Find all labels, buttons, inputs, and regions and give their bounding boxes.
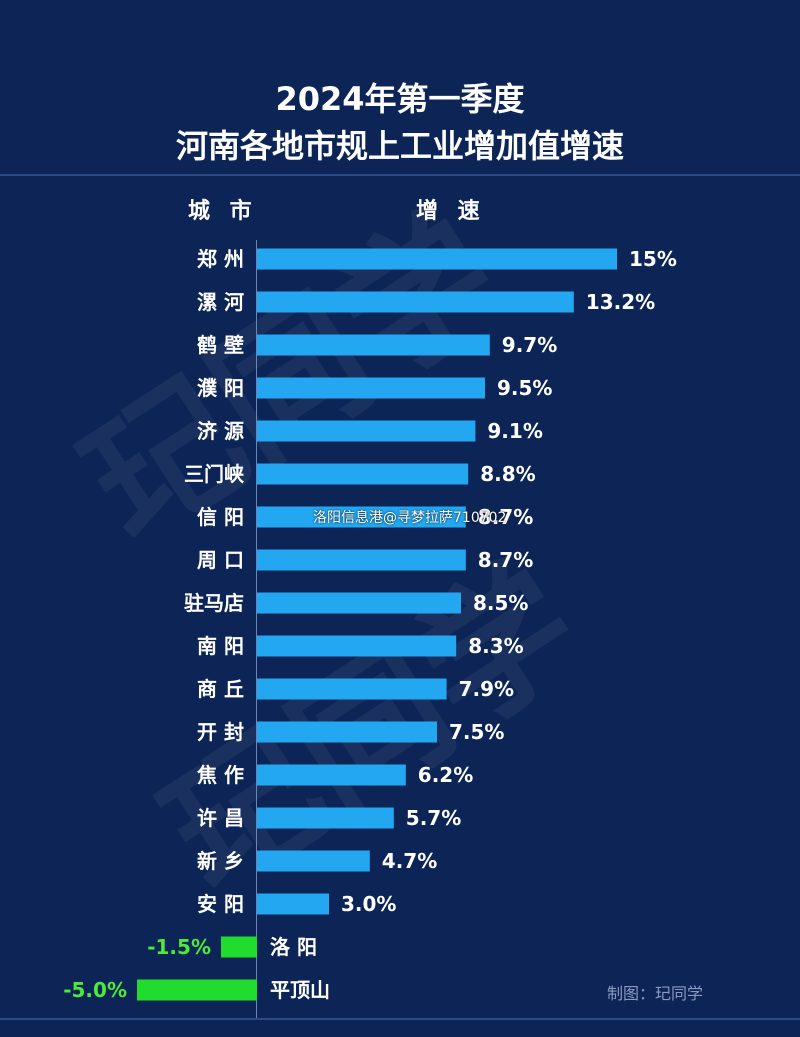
value-label: 9.7% <box>502 333 557 357</box>
footer-credit: 制图：玘同学 <box>607 984 704 1003</box>
value-label: 7.9% <box>459 677 514 701</box>
value-label: -5.0% <box>63 978 127 1002</box>
value-label: 6.2% <box>418 763 473 787</box>
column-header-city: 城 市 <box>188 199 258 224</box>
bar <box>257 463 469 485</box>
bar <box>257 420 476 442</box>
bar <box>257 377 485 399</box>
category-label: 洛 阳 <box>270 935 317 959</box>
bar <box>257 721 437 743</box>
overlay-watermark-text: 洛阳信息港@寻梦拉萨710702 <box>313 510 507 526</box>
category-label: 南 阳 <box>197 634 244 658</box>
category-label: 周 口 <box>197 548 244 572</box>
category-label: 漯 河 <box>197 290 244 314</box>
column-header-growth: 增 速 <box>416 199 486 224</box>
category-label: 济 源 <box>197 419 244 443</box>
bar <box>257 764 406 786</box>
category-label: 安 阳 <box>197 892 244 916</box>
category-label: 新 乡 <box>197 849 244 873</box>
category-label: 驻马店 <box>184 591 244 615</box>
bar <box>221 936 257 958</box>
category-label: 鹤 壁 <box>197 333 244 357</box>
value-label: 9.5% <box>497 376 552 400</box>
category-label: 三门峡 <box>184 462 245 486</box>
bar <box>257 807 394 829</box>
value-label: 8.7% <box>478 505 533 529</box>
value-label: 5.7% <box>406 806 461 830</box>
header-divider <box>0 174 800 176</box>
bar <box>257 549 466 571</box>
chart-title-line1: 2024年第一季度 <box>275 80 525 118</box>
bar <box>257 635 457 657</box>
value-label: 4.7% <box>382 849 437 873</box>
bottom-divider <box>0 1018 800 1020</box>
bar <box>257 678 447 700</box>
category-label: 许 昌 <box>197 806 244 830</box>
bar <box>257 334 490 356</box>
bar <box>257 850 370 872</box>
value-label: 15% <box>629 247 677 271</box>
value-label: 7.5% <box>449 720 504 744</box>
value-label: -1.5% <box>147 935 211 959</box>
category-label: 信 阳 <box>197 505 244 529</box>
zero-axis-line <box>256 240 257 1018</box>
bar <box>257 248 617 270</box>
category-label: 平顶山 <box>270 978 330 1002</box>
value-label: 9.1% <box>487 419 542 443</box>
bar <box>257 893 329 915</box>
value-label: 8.8% <box>480 462 535 486</box>
category-label: 郑 州 <box>197 247 244 271</box>
value-label: 8.7% <box>478 548 533 572</box>
bar <box>257 592 461 614</box>
value-label: 8.3% <box>468 634 523 658</box>
value-label: 3.0% <box>341 892 396 916</box>
chart-title-line2: 河南各地市规上工业增加值增速 <box>175 127 624 165</box>
bar <box>137 979 257 1001</box>
category-label: 焦 作 <box>197 763 244 787</box>
category-label: 开 封 <box>197 720 244 744</box>
category-label: 商 丘 <box>197 677 244 701</box>
value-label: 8.5% <box>473 591 528 615</box>
value-label: 13.2% <box>586 290 655 314</box>
bar <box>257 506 466 528</box>
category-label: 濮 阳 <box>197 376 244 400</box>
bar <box>257 291 574 313</box>
